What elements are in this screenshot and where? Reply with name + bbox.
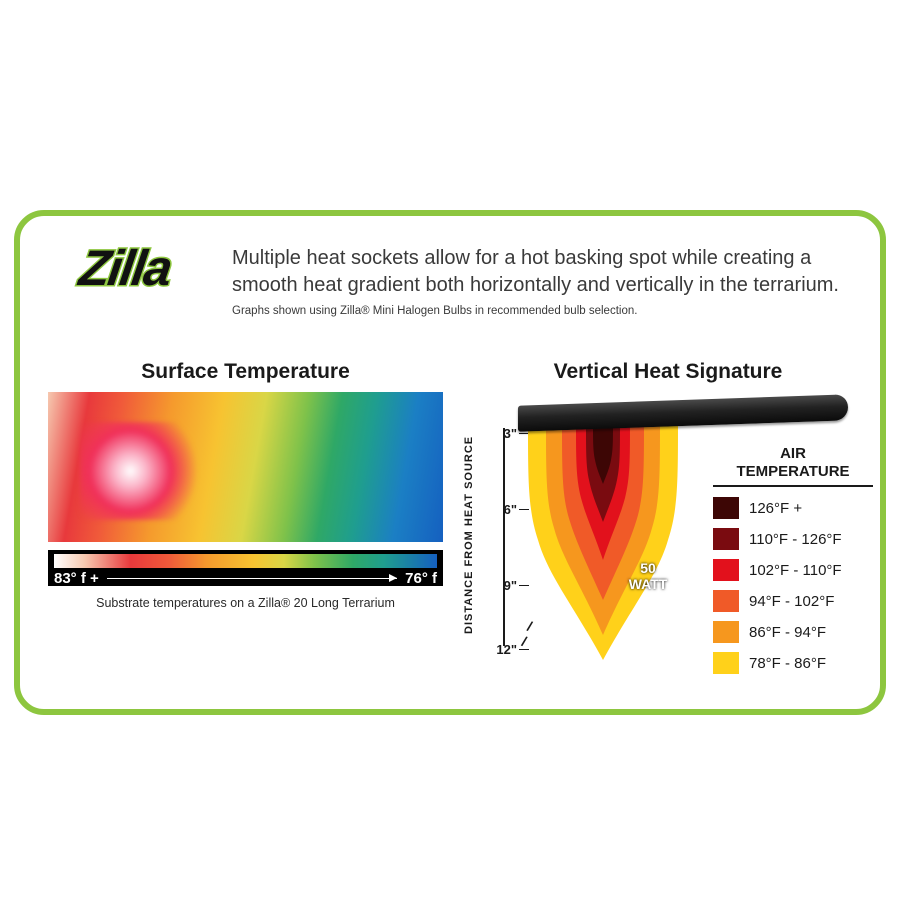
air-temperature-legend: AIR TEMPERATURE 126°F + 110°F - 126°F 10…	[713, 445, 873, 683]
legend-label-110-126: 110°F - 126°F	[749, 531, 842, 548]
legend-row-1: 110°F - 126°F	[713, 528, 873, 550]
legend-swatch-94-102	[713, 590, 739, 612]
legend-swatch-110-126	[713, 528, 739, 550]
vertical-chart-title: Vertical Heat Signature	[463, 360, 873, 384]
legend-divider	[713, 485, 873, 487]
legend-title: AIR TEMPERATURE	[713, 445, 873, 481]
colorbar-max-label: 76° f	[405, 570, 437, 587]
brand-logo: Zilla	[40, 228, 210, 308]
watt-label: 50 WATT	[613, 560, 683, 592]
surface-temperature-chart: Surface Temperature 83° f + 76° f Substr…	[48, 360, 443, 610]
axis-title-label: DISTANCE FROM HEAT SOURCE	[463, 420, 483, 650]
surface-chart-title: Surface Temperature	[48, 360, 443, 384]
legend-row-0: 126°F +	[713, 497, 873, 519]
legend-row-5: 78°F - 86°F	[713, 652, 873, 674]
colorbar-min-label: 83° f +	[54, 570, 99, 587]
legend-row-4: 86°F - 94°F	[713, 621, 873, 643]
legend-label-78-86: 78°F - 86°F	[749, 655, 826, 672]
legend-swatch-78-86	[713, 652, 739, 674]
colorbar-arrow-icon	[107, 578, 397, 579]
colorbar-gradient	[54, 554, 437, 568]
legend-swatch-102-110	[713, 559, 739, 581]
legend-label-102-110: 102°F - 110°F	[749, 562, 842, 579]
heat-plume-diagram: 50 WATT	[518, 420, 688, 660]
legend-label-86-94: 86°F - 94°F	[749, 624, 826, 641]
intro-sub-text: Graphs shown using Zilla® Mini Halogen B…	[232, 305, 852, 317]
vertical-chart-body: DISTANCE FROM HEAT SOURCE 3" 6" 9" 12"	[463, 390, 873, 690]
legend-label-126plus: 126°F +	[749, 500, 802, 517]
poster-page: Zilla Multiple heat sockets allow for a …	[0, 0, 900, 900]
axis-line	[503, 428, 505, 646]
legend-swatch-86-94	[713, 621, 739, 643]
vertical-heat-chart: Vertical Heat Signature DISTANCE FROM HE…	[463, 360, 873, 690]
intro-main-text: Multiple heat sockets allow for a hot ba…	[232, 245, 852, 299]
legend-row-3: 94°F - 102°F	[713, 590, 873, 612]
legend-row-2: 102°F - 110°F	[713, 559, 873, 581]
surface-chart-caption: Substrate temperatures on a Zilla® 20 Lo…	[48, 596, 443, 610]
legend-label-94-102: 94°F - 102°F	[749, 593, 834, 610]
colorbar: 83° f + 76° f	[48, 550, 443, 586]
colorbar-labels: 83° f + 76° f	[54, 570, 437, 587]
thermal-image	[48, 392, 443, 542]
legend-swatch-126plus	[713, 497, 739, 519]
intro-text-block: Multiple heat sockets allow for a hot ba…	[232, 245, 852, 329]
logo-text: Zilla	[76, 239, 174, 297]
